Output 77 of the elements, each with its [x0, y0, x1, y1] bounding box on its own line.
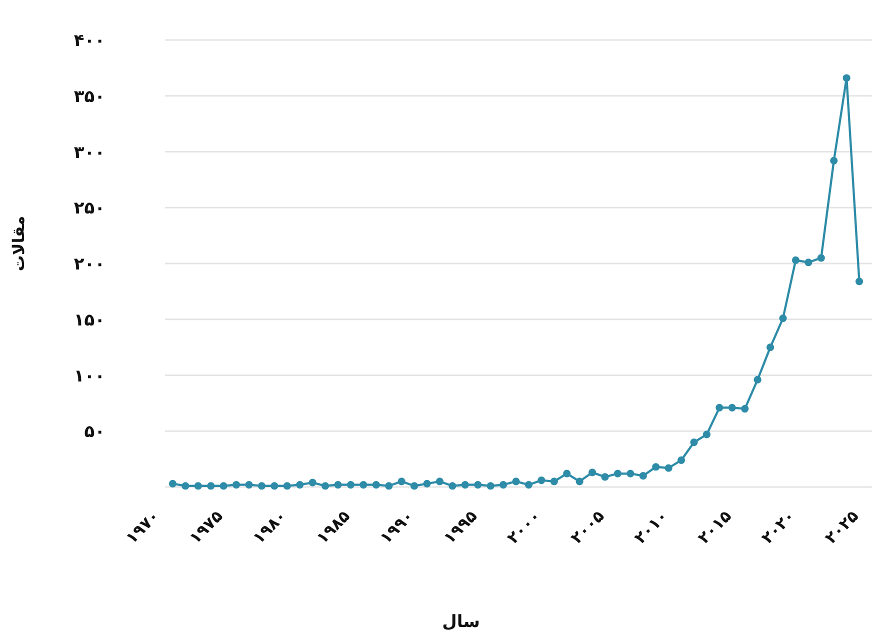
y-tick-label: ۱۵۰: [74, 310, 105, 330]
point: [372, 480, 380, 489]
y-tick-label: ۱۰۰: [74, 366, 105, 386]
y-tick-label: ۴۰۰: [74, 31, 105, 51]
y-tick-label: ۳۰۰: [74, 142, 105, 163]
point: [817, 254, 825, 262]
point: [588, 468, 596, 476]
point: [220, 482, 228, 490]
point: [664, 464, 672, 472]
point: [182, 482, 190, 490]
x-tick-label: ۱۹۷۵: [185, 506, 227, 548]
point: [486, 482, 494, 490]
point: [461, 480, 469, 489]
point: [360, 480, 368, 489]
point: [194, 482, 202, 490]
point: [436, 478, 444, 486]
x-tick-label: ۲۰۱۵: [694, 506, 736, 548]
point: [792, 256, 800, 264]
point: [334, 480, 342, 489]
point: [563, 470, 571, 478]
x-tick-label: ۱۹۷۰: [122, 506, 163, 548]
point: [601, 473, 609, 481]
point: [677, 456, 686, 464]
x-tick-label: ۲۰۲۰: [757, 506, 799, 548]
point: [499, 480, 508, 489]
point: [716, 404, 724, 412]
point: [410, 482, 418, 490]
point: [830, 156, 838, 164]
point: [346, 480, 355, 489]
point: [728, 404, 736, 412]
point: [296, 480, 304, 489]
point: [168, 480, 177, 488]
point: [512, 478, 520, 486]
point: [779, 314, 787, 322]
point: [614, 470, 622, 478]
point: [804, 258, 812, 266]
point: [245, 480, 253, 489]
point: [207, 482, 215, 490]
point: [321, 482, 330, 490]
x-tick-label: ۱۹۸۵: [312, 506, 354, 548]
y-tick-label: ۲۰۰: [74, 254, 105, 274]
point: [538, 476, 546, 484]
point: [474, 480, 482, 489]
x-axis-title: سال: [442, 612, 480, 632]
point: [283, 482, 291, 490]
point: [232, 480, 240, 489]
point: [626, 470, 634, 478]
point: [308, 478, 316, 486]
y-tick-label: ۳۵۰: [74, 86, 105, 107]
point: [855, 278, 864, 286]
point: [524, 480, 533, 489]
point: [766, 344, 774, 352]
y-axis-title: مقالات: [9, 216, 28, 272]
point: [258, 482, 266, 490]
point: [652, 463, 660, 471]
x-tick-label: ۱۹۹۵: [440, 506, 481, 548]
x-tick-label: ۱۹۹۰: [376, 506, 418, 548]
point: [398, 478, 406, 486]
x-tick-label: ۲۰۱۰: [630, 506, 672, 548]
x-tick-label: ۱۹۸۰: [248, 506, 290, 548]
y-tick-label: ۲۵۰: [74, 198, 105, 219]
point: [423, 480, 431, 488]
y-tick-label: ۵۰: [84, 422, 105, 442]
point: [550, 478, 558, 486]
point: [702, 430, 711, 438]
point: [448, 482, 456, 490]
point: [741, 404, 749, 413]
point: [639, 472, 647, 480]
point: [842, 74, 850, 82]
x-tick-label: ۲۰۰۰: [503, 506, 544, 548]
point: [690, 438, 698, 446]
x-tick-label: ۲۰۰۵: [566, 506, 608, 548]
point: [270, 482, 278, 490]
point: [576, 478, 584, 486]
point: [754, 376, 762, 384]
point: [385, 482, 393, 490]
x-tick-label: ۲۰۲۵: [821, 506, 862, 548]
